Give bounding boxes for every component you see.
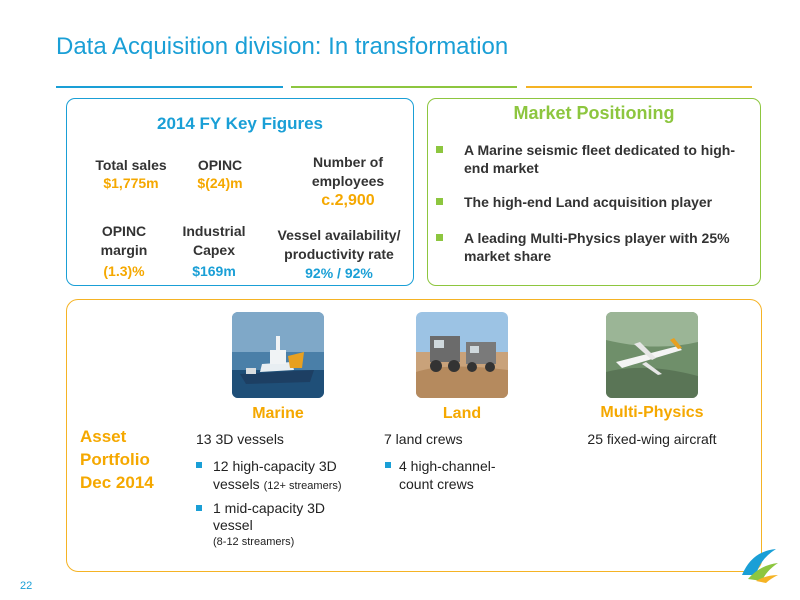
key-figures-title: 2014 FY Key Figures [157, 114, 323, 133]
asset-portfolio-heading-line3: Dec 2014 [80, 473, 154, 492]
multi-physics-heading: Multi-Physics [600, 404, 704, 421]
vessel-label-line2: productivity rate [284, 246, 394, 262]
marine-bullet-1-note: (12+ streamers) [263, 480, 342, 492]
marine-bullet-2-line2: vessel [213, 517, 253, 533]
land-vehicles-photo [416, 312, 508, 398]
land-heading: Land [442, 405, 482, 422]
asset-portfolio-heading-line1: Asset [80, 427, 127, 446]
vessel-label: Vessel availability/ productivity rate [266, 226, 412, 264]
land-summary: 7 land crews [384, 431, 463, 447]
market-positioning-panel [427, 98, 761, 286]
market-bullet-1: A Marine seismic fleet dedicated to high… [464, 142, 735, 176]
capex-label-line2: Capex [192, 242, 236, 258]
employees-label-line2: employees [311, 173, 385, 189]
marine-bullet-2-note: (8-12 streamers) [213, 536, 295, 548]
marine-bullet-1-line1: 12 high-capacity 3D [213, 458, 337, 474]
capex-label: Industrial Capex [170, 222, 258, 260]
land-bullet-1: 4 high-channel- count crews [399, 457, 496, 493]
vessel-value: 92% / 92% [305, 265, 373, 281]
title-rule-blue [56, 86, 283, 88]
market-positioning-title: Market Positioning [513, 103, 675, 123]
opinc-margin-label-line2: margin [100, 242, 148, 258]
opinc-margin-label-line1: OPINC [101, 223, 147, 239]
key-figures-panel [66, 98, 414, 286]
bullet-marker [436, 198, 443, 205]
slide-title: Data Acquisition division: In transforma… [56, 33, 509, 60]
vessel-label-line1: Vessel availability/ [277, 227, 401, 243]
bullet-marker [436, 146, 443, 153]
marine-bullet-1: 12 high-capacity 3D vessels (12+ streame… [213, 457, 342, 495]
aircraft-photo [606, 312, 698, 398]
asset-portfolio-panel [66, 299, 762, 572]
title-rule-green [291, 86, 517, 88]
asset-portfolio-heading: Asset Portfolio Dec 2014 [80, 425, 154, 494]
opinc-label: OPINC [197, 157, 243, 173]
capex-value: $169m [192, 263, 236, 279]
land-bullet-1-line1: 4 high-channel- [399, 458, 496, 474]
employees-value: c.2,900 [321, 192, 375, 209]
opinc-margin-value: (1.3)% [103, 263, 145, 279]
employees-label-line1: Number of [313, 154, 383, 170]
asset-portfolio-heading-line2: Portfolio [80, 450, 150, 469]
land-bullet-1-line2: count crews [399, 476, 474, 492]
bullet-marker [196, 505, 202, 511]
total-sales-label: Total sales [95, 157, 167, 173]
multi-physics-summary: 25 fixed-wing aircraft [587, 431, 717, 447]
bullet-marker [196, 462, 202, 468]
opinc-value: $(24)m [197, 175, 243, 191]
marine-bullet-2: 1 mid-capacity 3D vessel (8-12 streamers… [213, 500, 325, 551]
page-number: 22 [20, 580, 33, 592]
employees-label: Number of employees [288, 153, 408, 191]
market-bullet-2: The high-end Land acquisition player [464, 194, 713, 210]
market-bullet-3: A leading Multi-Physics player with 25% … [464, 230, 730, 264]
marine-bullet-2-line1: 1 mid-capacity 3D [213, 500, 326, 516]
marine-summary: 13 3D vessels [196, 431, 284, 447]
title-rule-yellow [526, 86, 752, 88]
capex-label-line1: Industrial [182, 223, 246, 239]
company-logo [738, 545, 780, 583]
bullet-marker [385, 462, 391, 468]
marine-heading: Marine [252, 405, 304, 422]
marine-vessel-photo [232, 312, 324, 398]
marine-bullet-1-line2: vessels [213, 476, 260, 492]
opinc-margin-label: OPINC margin [86, 222, 162, 260]
bullet-marker [436, 234, 443, 241]
total-sales-value: $1,775m [103, 175, 159, 191]
